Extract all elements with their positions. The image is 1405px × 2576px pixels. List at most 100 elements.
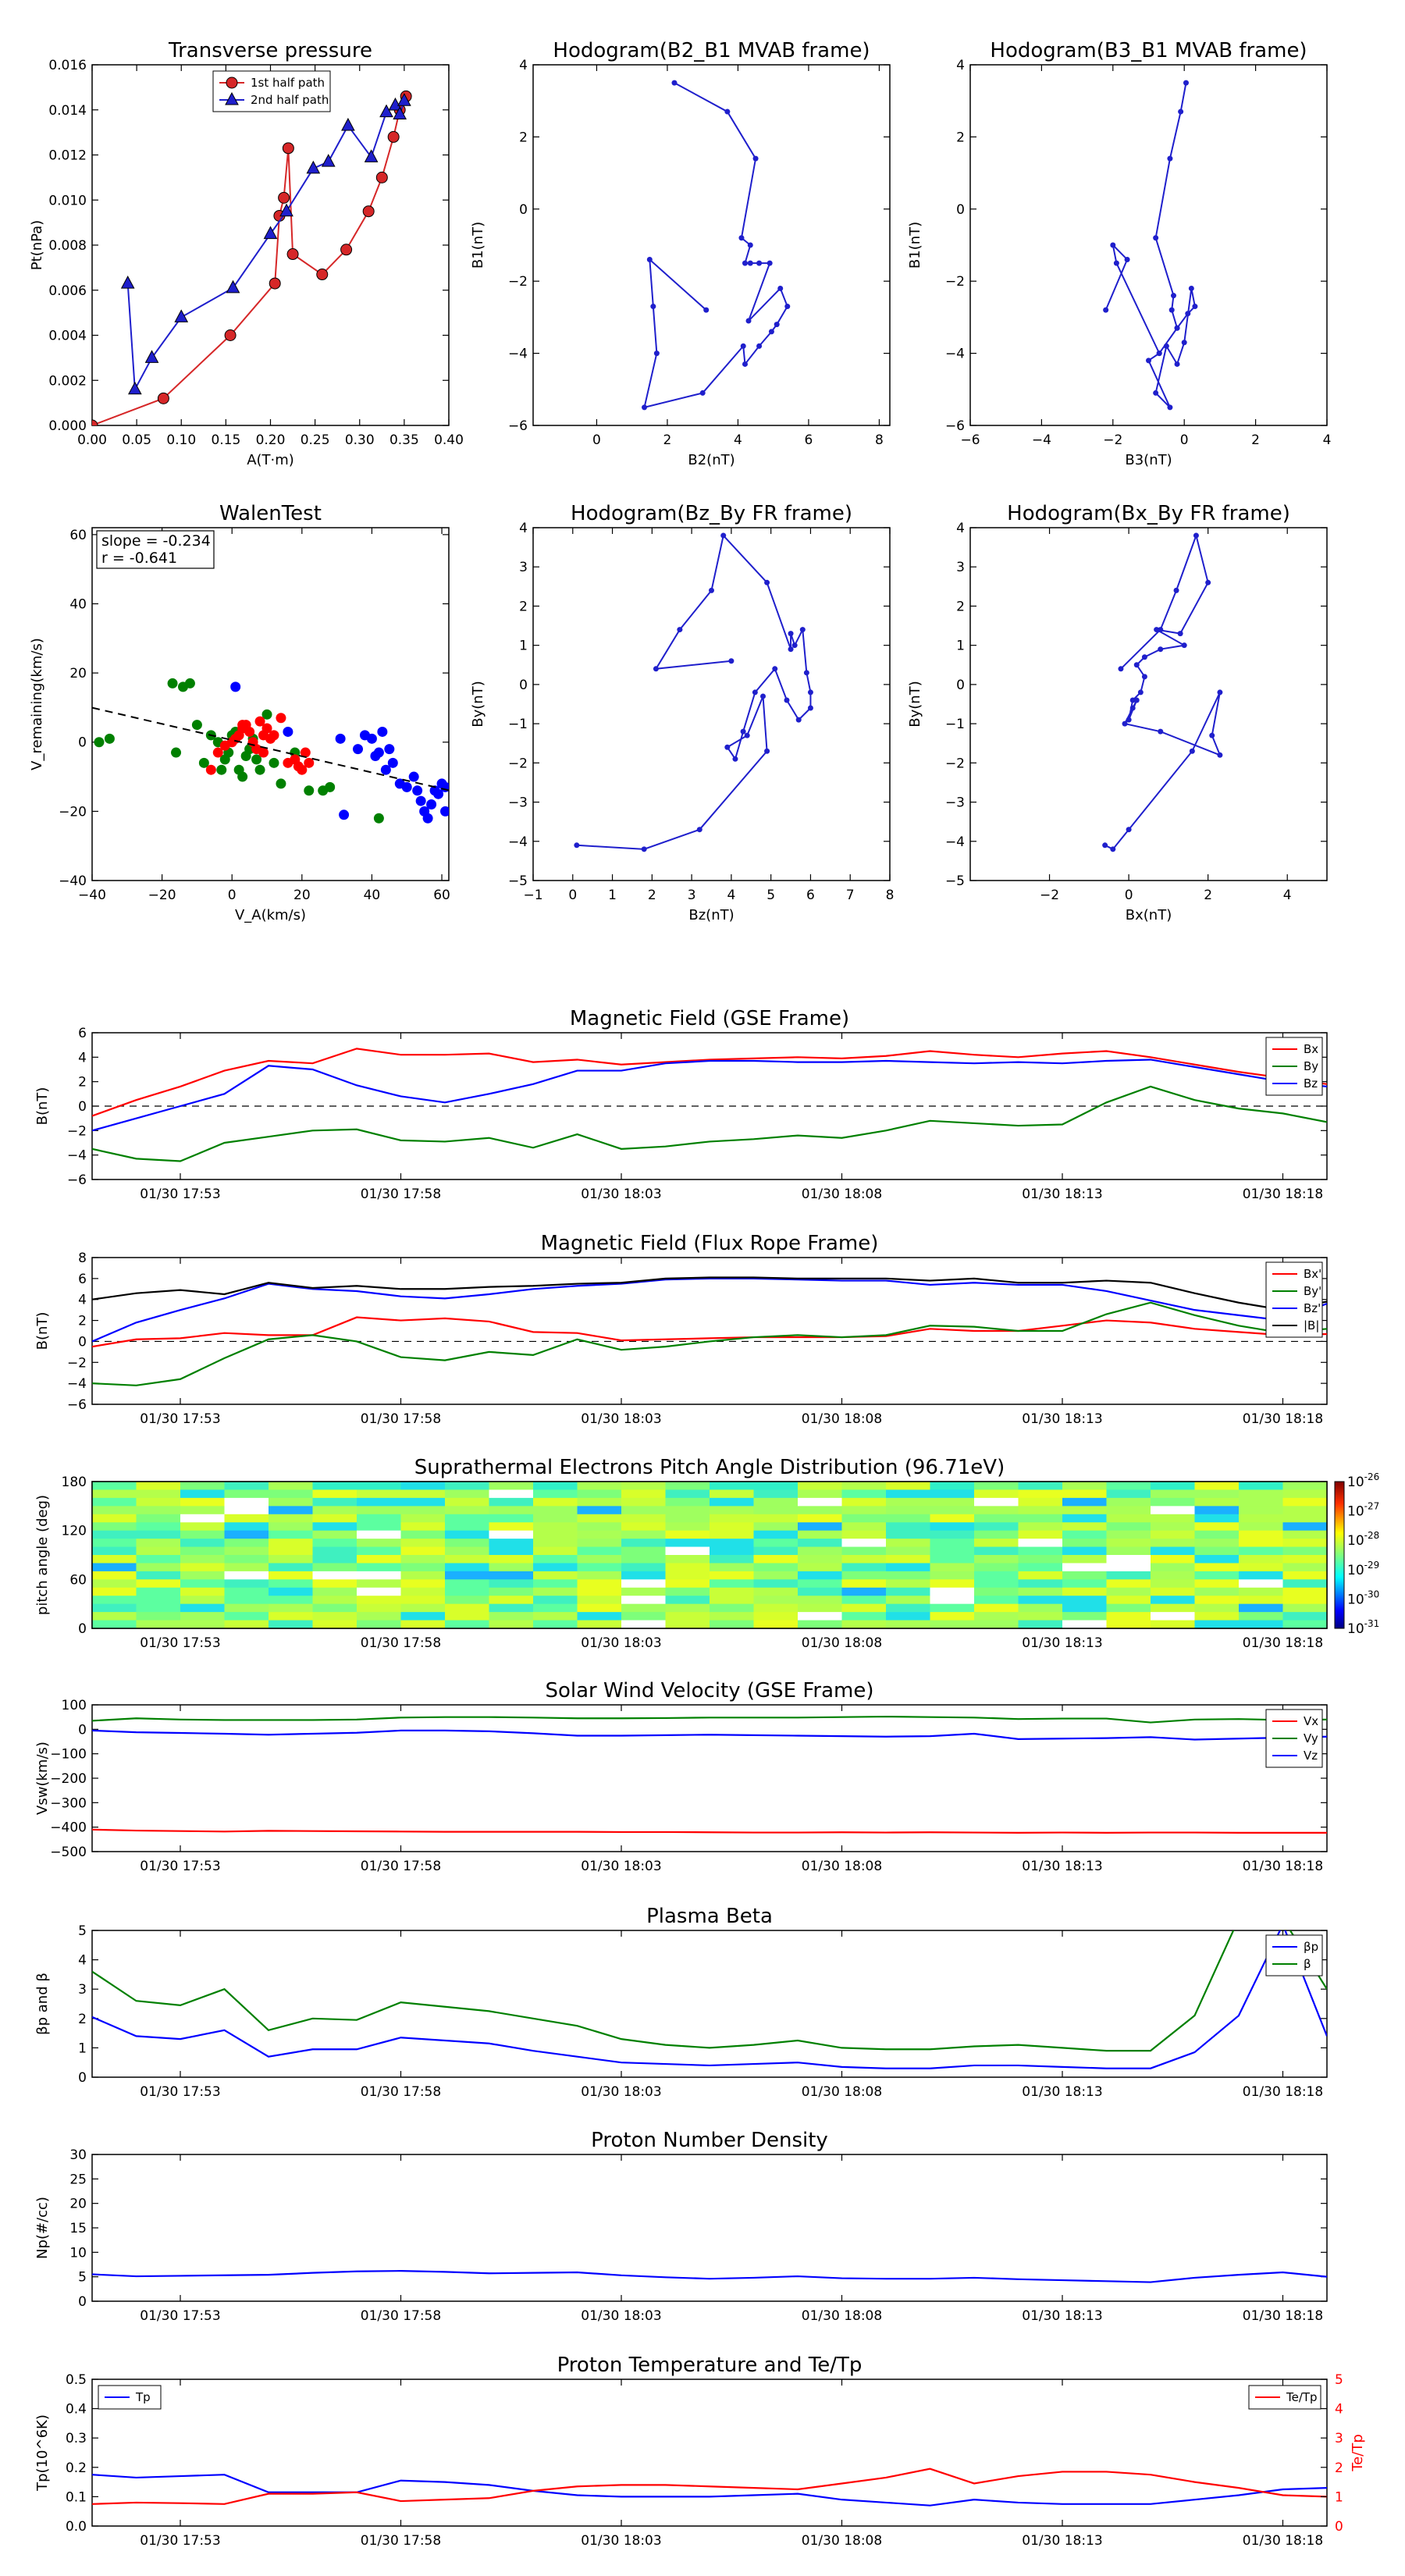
y-axis-label: pitch angle (deg) — [34, 1495, 51, 1615]
heatmap-cell — [974, 1603, 1019, 1613]
x-tick-label: 01/30 18:08 — [802, 2084, 882, 2100]
x-tick-label: 01/30 17:58 — [361, 1635, 441, 1651]
x-tick-label: −6 — [960, 432, 980, 448]
data-point — [1177, 631, 1183, 637]
y-right-tick-label: 3 — [1335, 2431, 1343, 2446]
heatmap-cell — [357, 1587, 402, 1596]
x-tick-label: 01/30 17:53 — [140, 1411, 220, 1427]
data-point — [1158, 646, 1164, 653]
heatmap-cell — [1151, 1612, 1196, 1621]
heatmap-cell — [312, 1612, 357, 1621]
x-tick-label: 01/30 18:13 — [1022, 1411, 1102, 1427]
data-point — [408, 771, 419, 782]
heatmap-cell — [224, 1522, 269, 1532]
heatmap-cell — [841, 1563, 887, 1572]
heatmap-cell — [224, 1482, 269, 1491]
heatmap-cell — [1018, 1596, 1063, 1605]
heatmap-cell — [445, 1514, 490, 1523]
plot-frame — [969, 64, 1328, 426]
heatmap-cell — [621, 1620, 667, 1628]
heatmap-cell — [665, 1514, 710, 1523]
x-tick-label: 8 — [875, 432, 884, 448]
heatmap-cell — [1282, 1555, 1327, 1564]
heatmap-cell — [1062, 1603, 1108, 1613]
x-axis-label: V_A(km/s) — [235, 907, 306, 923]
data-point — [764, 579, 770, 585]
y-tick-label: 0.004 — [48, 329, 87, 344]
data-point — [258, 747, 269, 758]
data-point — [720, 532, 727, 539]
heatmap-cell — [533, 1482, 578, 1491]
colorbar-tick-label: 10-31 — [1347, 1618, 1379, 1637]
heatmap-cell — [357, 1514, 402, 1523]
legend-marker — [226, 76, 238, 89]
heatmap-cell — [1106, 1555, 1151, 1564]
plot-frame — [969, 527, 1328, 881]
y-tick-label: 0.006 — [48, 283, 87, 299]
x-tick-label: 01/30 17:58 — [361, 2308, 441, 2324]
heatmap-cell — [841, 1539, 887, 1548]
y-tick-label: 100 — [62, 1698, 87, 1713]
heatmap-cell — [665, 1579, 710, 1589]
data-point — [286, 248, 299, 261]
heatmap-cell — [92, 1514, 137, 1523]
legend-label: Vz — [1304, 1749, 1318, 1763]
plot-frame — [91, 527, 450, 881]
y-tick-label: 0.3 — [66, 2431, 87, 2446]
data-point — [422, 813, 433, 824]
data-point — [384, 744, 395, 755]
chart-p4: −40 −20 0 20 40 60 −40 −20 0 20 40 60 WalenTest V_A(k… — [29, 502, 450, 923]
heatmap-cell — [357, 1546, 402, 1556]
x-tick-label: −2 — [1040, 888, 1059, 903]
chart-p1: 0.00 0.05 0.10 0.15 0.20 0.25 0.30 0.35 0.40 0.00… — [29, 39, 464, 468]
heatmap-cell — [665, 1546, 710, 1556]
heatmap-cell — [489, 1563, 534, 1572]
data-point — [641, 846, 647, 852]
heatmap-cell — [974, 1571, 1019, 1580]
series-1st half path — [92, 90, 412, 425]
heatmap-cell — [92, 1563, 137, 1572]
heatmap-cell — [577, 1603, 622, 1613]
heatmap-cell — [1106, 1563, 1151, 1572]
chart-p2: 0 2 4 6 8 −6 −4 −2 0 2 4 Hodogram(B2_B1 MVAB frame)… — [470, 39, 891, 468]
data-point — [157, 392, 169, 404]
y-axis-label: βp and β — [34, 1973, 51, 2035]
heatmap-cell — [710, 1522, 755, 1532]
heatmap-cell — [1282, 1587, 1327, 1596]
heatmap-cell — [136, 1506, 181, 1515]
heatmap-cell — [1194, 1497, 1240, 1507]
data-point — [807, 705, 813, 711]
heatmap-cell — [92, 1579, 137, 1589]
heatmap-cell — [180, 1506, 226, 1515]
colorbar-tick-label: 10-30 — [1347, 1589, 1379, 1607]
heatmap-cell — [974, 1482, 1019, 1491]
heatmap-cell — [798, 1514, 843, 1523]
heatmap-cell — [445, 1497, 490, 1507]
heatmap-cell — [224, 1603, 269, 1613]
heatmap-cell — [577, 1620, 622, 1628]
heatmap-cell — [1018, 1489, 1063, 1499]
heatmap-cell — [621, 1506, 667, 1515]
chart-title: Proton Temperature and Te/Tp — [557, 2354, 863, 2377]
heatmap-cell — [621, 1579, 667, 1589]
heatmap-cell — [886, 1506, 931, 1515]
series-line — [92, 2270, 1327, 2283]
heatmap-cell — [136, 1539, 181, 1548]
heatmap-cell — [533, 1596, 578, 1605]
legend-label: 2nd half path — [251, 93, 329, 107]
heatmap-cell — [886, 1579, 931, 1589]
heatmap-cell — [1106, 1482, 1151, 1491]
heatmap-cell — [357, 1522, 402, 1532]
heatmap-cell — [841, 1497, 887, 1507]
heatmap-cell — [577, 1539, 622, 1548]
data-point — [426, 799, 437, 810]
heatmap-cell — [841, 1596, 887, 1605]
x-tick-label: 01/30 18:03 — [581, 1187, 661, 1202]
x-tick-label: 0.05 — [122, 432, 151, 448]
series-β — [92, 1930, 1327, 2052]
heatmap-cell — [753, 1514, 799, 1523]
x-tick-label: 01/30 18:03 — [581, 1635, 661, 1651]
y-tick-label: 0 — [78, 1099, 87, 1115]
y-tick-label: 0.4 — [66, 2402, 87, 2418]
series-line — [92, 1930, 1327, 2052]
